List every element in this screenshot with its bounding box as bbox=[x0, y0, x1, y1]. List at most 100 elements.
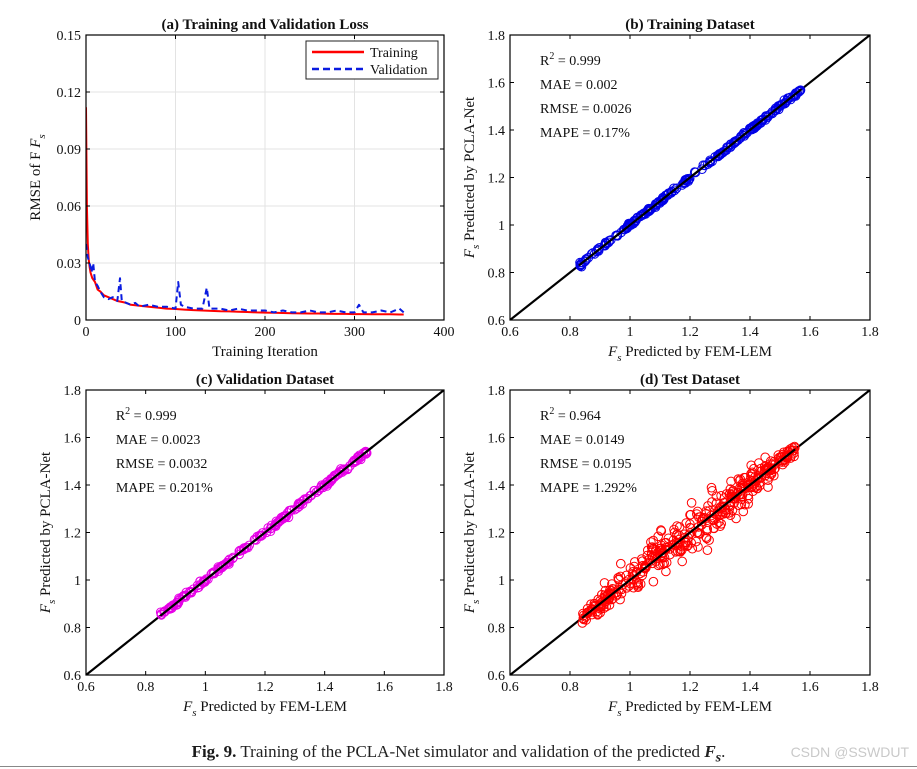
data-point bbox=[715, 149, 726, 160]
y-label-sub: s bbox=[470, 600, 482, 604]
data-point bbox=[762, 112, 773, 123]
data-point bbox=[679, 177, 690, 187]
y-tick-label: 0.6 bbox=[488, 314, 506, 329]
stat-r2-exponent: 2 bbox=[549, 51, 554, 62]
y-label-symbol: F bbox=[28, 138, 44, 149]
x-tick-label: 1.2 bbox=[256, 680, 274, 695]
data-layer bbox=[510, 35, 870, 320]
series-line-validation bbox=[86, 243, 405, 314]
data-point bbox=[725, 497, 736, 508]
data-point bbox=[668, 539, 678, 550]
x-tick-label: 1 bbox=[202, 680, 209, 695]
data-point bbox=[794, 86, 804, 96]
y-axis-label: Fs Predicted by PCLA-Net bbox=[462, 96, 482, 259]
data-point bbox=[749, 121, 760, 132]
data-point bbox=[707, 497, 717, 507]
data-point bbox=[669, 524, 679, 535]
stat-r2-value: = 0.964 bbox=[554, 409, 600, 424]
data-point bbox=[714, 517, 724, 528]
x-tick-label: 1.2 bbox=[681, 680, 699, 695]
data-point bbox=[655, 196, 666, 206]
data-point bbox=[209, 568, 219, 579]
x-tick-label: 300 bbox=[344, 325, 365, 340]
x-tick-label: 1.6 bbox=[801, 680, 819, 695]
x-tick-label: 0.6 bbox=[501, 325, 519, 340]
x-tick-label: 200 bbox=[255, 325, 276, 340]
x-label-symbol: F bbox=[607, 344, 618, 360]
fit-line bbox=[578, 88, 802, 267]
data-point bbox=[650, 546, 661, 557]
x-axis-label: Fs Predicted by FEM-LEM bbox=[607, 699, 772, 719]
panel-c: R2 = 0.999 MAE = 0.0023 RMSE = 0.0032 MAPE … bbox=[38, 372, 453, 719]
data-point bbox=[653, 531, 664, 542]
data-point bbox=[629, 561, 639, 572]
data-point bbox=[193, 582, 204, 593]
data-point bbox=[607, 579, 617, 589]
data-point bbox=[302, 493, 313, 504]
data-point bbox=[623, 221, 634, 231]
data-point bbox=[662, 189, 673, 200]
legend: Training Validation bbox=[305, 40, 439, 80]
data-point bbox=[693, 542, 703, 552]
figure-panels: Training Validation 0 100 200 300 400 0 0.03 0.06… bbox=[28, 17, 879, 719]
series-line-training bbox=[86, 107, 404, 316]
data-point bbox=[315, 483, 326, 493]
data-point bbox=[615, 571, 626, 582]
stat-r2-exponent: 2 bbox=[125, 406, 130, 417]
data-point bbox=[715, 521, 726, 532]
y-tick-label: 0.6 bbox=[488, 669, 506, 684]
data-point bbox=[599, 578, 610, 588]
data-point bbox=[276, 513, 287, 523]
x-label-sub: s bbox=[617, 707, 621, 719]
panel-title: (d) Test Dataset bbox=[640, 372, 740, 388]
y-tick-label: 1.6 bbox=[64, 432, 82, 447]
y-axis-label: RMSE of F Fs bbox=[28, 134, 48, 220]
y-label-sub: s bbox=[470, 245, 482, 249]
fit-line bbox=[581, 448, 796, 619]
stat-line: RMSE = 0.0026 bbox=[540, 102, 632, 117]
data-point bbox=[625, 219, 635, 230]
stat-line: MAPE = 0.17% bbox=[540, 126, 630, 141]
data-point bbox=[769, 470, 779, 481]
stat-line: MAPE = 0.201% bbox=[116, 481, 213, 496]
data-point bbox=[745, 123, 756, 134]
x-tick-label: 1.6 bbox=[376, 680, 394, 695]
data-point bbox=[616, 558, 626, 569]
data-point bbox=[754, 458, 764, 468]
legend-box bbox=[305, 40, 439, 80]
data-point bbox=[709, 508, 720, 519]
data-point bbox=[646, 547, 657, 558]
x-axis-label: Fs Predicted by FEM-LEM bbox=[182, 699, 347, 719]
stat-r2-symbol: R bbox=[540, 54, 550, 69]
data-point bbox=[713, 150, 724, 161]
data-point bbox=[706, 482, 717, 493]
data-point bbox=[350, 455, 361, 466]
data-point bbox=[645, 205, 656, 215]
data-point bbox=[360, 446, 371, 457]
y-tick-label: 1 bbox=[498, 219, 505, 234]
data-point bbox=[659, 558, 670, 569]
data-point bbox=[254, 530, 265, 541]
data-point bbox=[657, 548, 667, 558]
caption-end: . bbox=[721, 742, 726, 761]
y-label-symbol: F bbox=[38, 603, 54, 614]
data-point bbox=[704, 535, 714, 545]
y-tick-label: 0.8 bbox=[488, 622, 506, 637]
data-point bbox=[721, 489, 732, 499]
y-label-symbol: F bbox=[462, 603, 478, 614]
data-point bbox=[611, 587, 622, 598]
x-axis-label: Fs Predicted by FEM-LEM bbox=[607, 344, 772, 364]
panel-b: R2 = 0.999 MAE = 0.002 RMSE = 0.0026 MAPE =… bbox=[462, 17, 879, 364]
data-point bbox=[650, 199, 661, 209]
y-tick-label: 1.2 bbox=[488, 172, 506, 187]
stat-line: RMSE = 0.0032 bbox=[116, 457, 208, 472]
x-tick-label: 400 bbox=[434, 325, 455, 340]
x-tick-label: 1.8 bbox=[861, 680, 879, 695]
data-point bbox=[332, 469, 343, 480]
x-label-text: Predicted by FEM-LEM bbox=[622, 344, 772, 360]
data-point bbox=[685, 519, 695, 529]
y-tick-label: 1.4 bbox=[64, 479, 82, 494]
data-point bbox=[159, 606, 169, 617]
data-point bbox=[743, 494, 754, 504]
data-point bbox=[234, 546, 245, 557]
